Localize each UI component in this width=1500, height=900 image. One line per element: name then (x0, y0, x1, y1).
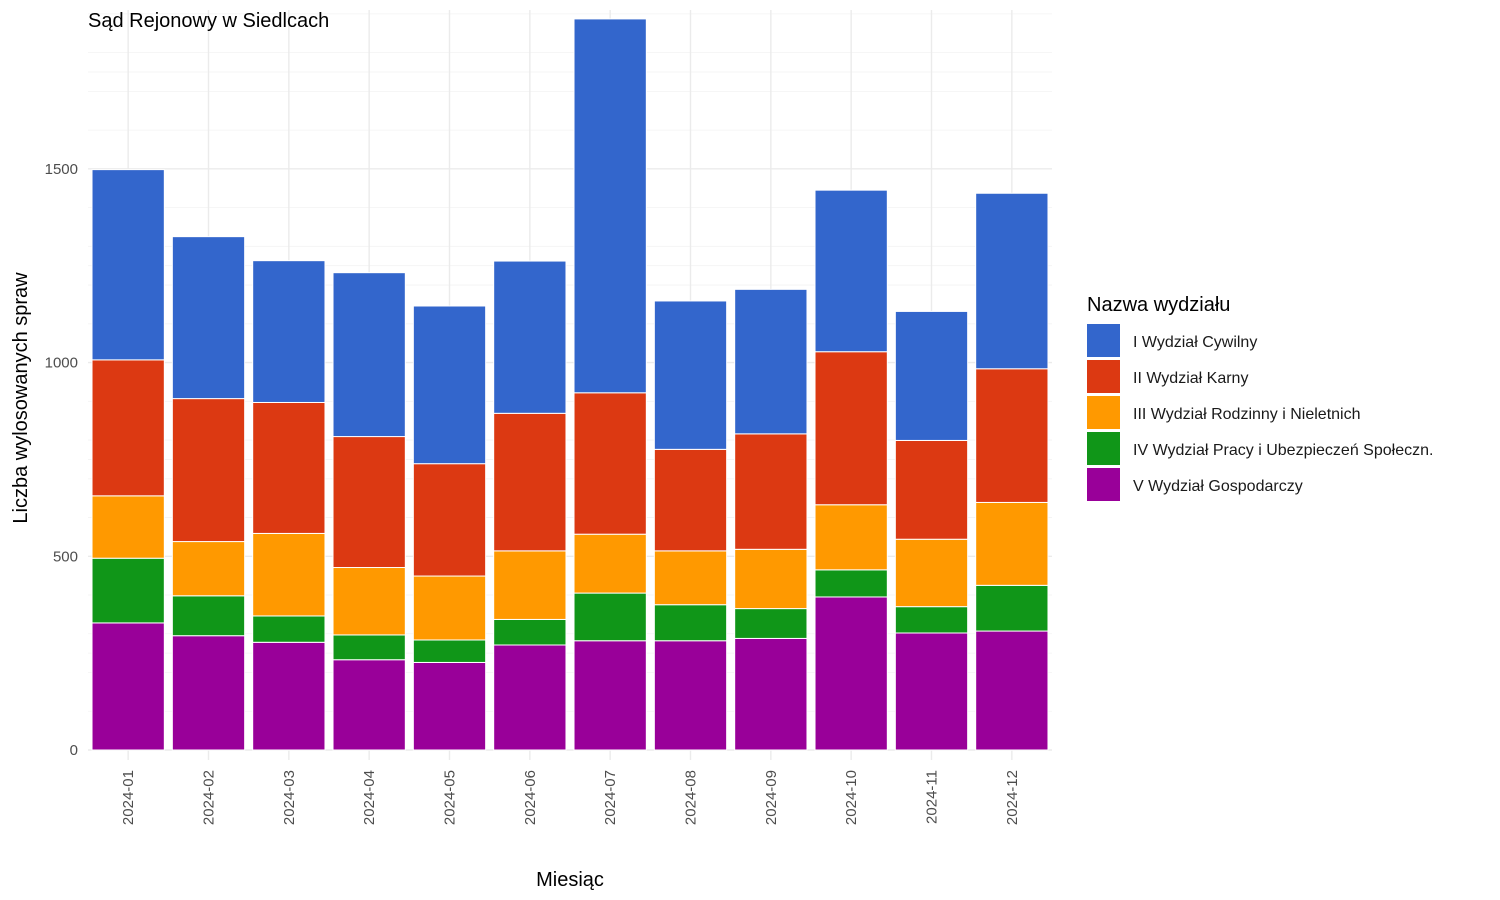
bar-segment (412, 575, 487, 641)
bar-segment (734, 288, 808, 435)
y-tick-label: 1000 (45, 355, 78, 372)
bar-segment (252, 615, 326, 643)
bar-segment (171, 595, 246, 637)
x-axis-title: Miesiąc (536, 869, 604, 891)
bar-segment (894, 310, 969, 441)
legend: Nazwa wydziału I Wydział Cywilny II Wydzi… (1087, 294, 1433, 501)
bar-segment (734, 608, 808, 639)
x-tick-label: 2024-06 (522, 770, 539, 825)
bar-segment (91, 495, 165, 559)
bar-segment (171, 541, 246, 597)
bar-segment (814, 569, 888, 598)
legend-swatch (1087, 396, 1120, 429)
bar-segment (332, 567, 406, 636)
bar-segment (412, 463, 487, 577)
bar-segment (894, 606, 969, 634)
x-tick-label: 2024-12 (1004, 770, 1021, 825)
bar-segment (91, 622, 165, 751)
bar-segment (653, 448, 728, 552)
bar-segment (975, 368, 1049, 503)
bar-segment (171, 635, 246, 751)
bar-segment (653, 604, 728, 642)
bar-segment (252, 641, 326, 751)
legend-label: V Wydział Gospodarczy (1133, 478, 1303, 495)
bar-segment (412, 305, 487, 465)
x-tick-label: 2024-01 (120, 770, 137, 825)
bar-segment (332, 659, 406, 751)
x-tick-label: 2024-03 (281, 770, 298, 825)
bar-segment (573, 533, 647, 594)
legend-swatch (1087, 324, 1120, 357)
x-tick-label: 2024-02 (201, 770, 218, 825)
bar-segment (573, 392, 647, 535)
bar-segment (653, 640, 728, 751)
bar-segment (171, 236, 246, 400)
bar-segment (975, 630, 1049, 751)
bar-segment (975, 501, 1049, 586)
bar-segment (894, 632, 969, 751)
x-tick-label: 2024-04 (361, 770, 378, 825)
bar-segment (412, 639, 487, 663)
legend-swatch (1087, 360, 1120, 393)
y-axis-ticks: 0 500 1000 1500 (45, 161, 78, 759)
x-tick-label: 2024-10 (843, 770, 860, 825)
bar-segment (814, 596, 888, 751)
bar-segment (252, 401, 326, 534)
bar-segment (332, 436, 406, 569)
bar-segment (493, 550, 567, 620)
bar-segment (734, 548, 808, 610)
bar-segment (975, 192, 1049, 370)
x-tick-label: 2024-09 (763, 770, 780, 825)
bar-segment (814, 189, 888, 353)
chart-title: Sąd Rejonowy w Siedlcach (88, 10, 329, 32)
bar-segment (332, 272, 406, 438)
bar-segment (573, 640, 647, 751)
bar-segment (332, 634, 406, 661)
x-tick-label: 2024-07 (602, 770, 619, 825)
bar-segment (171, 398, 246, 543)
legend-label: II Wydział Karny (1133, 370, 1248, 387)
bar-segment (734, 433, 808, 550)
bar-segment (734, 637, 808, 751)
bar-segment (894, 439, 969, 540)
x-axis-ticks: 2024-01 2024-02 2024-03 2024-04 2024-05 2024-… (120, 770, 1021, 825)
y-tick-label: 500 (53, 548, 78, 565)
bar-segment (91, 169, 165, 361)
legend-swatch (1087, 468, 1120, 501)
bar-segment (493, 618, 567, 646)
bar-segment (493, 260, 567, 414)
legend-title: Nazwa wydziału (1087, 294, 1230, 316)
bar-segment (894, 538, 969, 608)
bar-segment (252, 260, 326, 403)
legend-label: I Wydział Cywilny (1133, 334, 1257, 351)
legend-label: IV Wydział Pracy i Ubezpieczeń Społeczn. (1133, 442, 1433, 459)
bar-segment (252, 532, 326, 617)
y-axis-title: Liczba wylosowanych spraw (10, 272, 32, 524)
bar-segment (653, 300, 728, 450)
bar-segment (814, 351, 888, 506)
y-tick-label: 1500 (45, 161, 78, 178)
bar-segment (493, 412, 567, 552)
bars (91, 18, 1049, 751)
legend-label: III Wydział Rodzinny i Nieletnich (1133, 406, 1361, 423)
bar-segment (975, 584, 1049, 632)
x-tick-label: 2024-05 (442, 770, 459, 825)
x-tick-label: 2024-08 (683, 770, 700, 825)
bar-segment (814, 504, 888, 571)
y-tick-label: 0 (70, 742, 78, 759)
bar-segment (573, 592, 647, 642)
bar-segment (412, 661, 487, 751)
bar-segment (653, 550, 728, 606)
x-tick-label: 2024-11 (924, 770, 941, 824)
legend-swatch (1087, 432, 1120, 465)
bar-segment (493, 644, 567, 751)
bar-segment (91, 359, 165, 497)
bar-segment (91, 557, 165, 624)
bar-segment (573, 18, 647, 394)
